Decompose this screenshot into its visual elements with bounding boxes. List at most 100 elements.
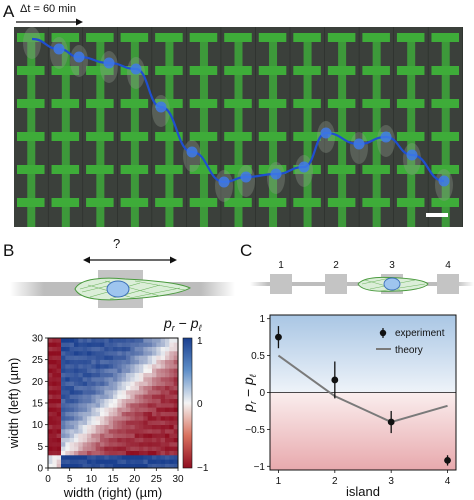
heatmap-cell bbox=[147, 346, 153, 352]
heatmap-cell bbox=[130, 429, 135, 434]
heatmap-cell bbox=[78, 407, 83, 412]
heatmap-cell bbox=[139, 442, 144, 447]
heatmap-cell bbox=[160, 455, 166, 460]
heatmap-xtick-label: 15 bbox=[107, 474, 119, 485]
pattern-island bbox=[17, 198, 45, 207]
heatmap-cell bbox=[156, 372, 161, 378]
pattern-island bbox=[362, 99, 390, 108]
pattern-island bbox=[362, 66, 390, 75]
heatmap-cell bbox=[160, 346, 166, 352]
heatmap-cell bbox=[126, 442, 131, 447]
heatmap-cell bbox=[173, 364, 179, 369]
heatmap-cell bbox=[117, 359, 122, 365]
heatmap-cell bbox=[156, 407, 161, 412]
heatmap-cell bbox=[169, 398, 174, 404]
experiment-series bbox=[275, 326, 451, 466]
pattern-bridge bbox=[165, 207, 174, 227]
heatmap-cell bbox=[74, 377, 79, 382]
heatmap-cell bbox=[61, 351, 66, 356]
heatmap-cell bbox=[169, 385, 174, 391]
heatmap-cell bbox=[156, 359, 161, 365]
heatmap-cell bbox=[82, 463, 88, 469]
heatmap-cell bbox=[104, 455, 109, 460]
pattern-island bbox=[224, 132, 252, 141]
heatmap-cell bbox=[160, 437, 166, 443]
heatmap-cell bbox=[69, 442, 75, 447]
heatmap-cell bbox=[126, 394, 131, 399]
pattern-island bbox=[258, 198, 287, 207]
heatmap-cell bbox=[117, 394, 122, 399]
heatmap-cell bbox=[169, 394, 174, 399]
heatmap-cell bbox=[108, 355, 114, 360]
heatmap-cell bbox=[165, 455, 170, 460]
heatmap-cell bbox=[56, 394, 62, 399]
heatmap-cell bbox=[61, 407, 66, 412]
heatmap-cell bbox=[126, 411, 131, 417]
heatmap-cell bbox=[56, 442, 62, 447]
heatmap-cell bbox=[143, 429, 148, 434]
heatmap-cell bbox=[147, 381, 153, 386]
heatmap-cell bbox=[152, 355, 157, 360]
heatmap-cell bbox=[82, 450, 88, 456]
heatmap-cell bbox=[87, 424, 92, 430]
heatmap-cell bbox=[169, 377, 174, 382]
heatmap-cell bbox=[87, 385, 92, 391]
heatmap-cell bbox=[87, 411, 92, 417]
heatmap-cell bbox=[173, 338, 179, 343]
heatmap-cell bbox=[78, 446, 83, 451]
heatmap-cell bbox=[139, 437, 144, 443]
heatmap-cell bbox=[130, 446, 135, 451]
nucleus-dot bbox=[130, 63, 142, 75]
heatmap-cell bbox=[91, 359, 96, 365]
heatmap-xtick-label: 0 bbox=[45, 474, 51, 485]
heatmap-cell bbox=[117, 377, 122, 382]
pattern-island bbox=[17, 132, 45, 141]
heatmap-cell bbox=[117, 442, 122, 447]
heatmap-cell bbox=[65, 424, 70, 430]
heatmap-cell bbox=[56, 459, 62, 464]
heatmap-cell bbox=[56, 342, 62, 347]
heatmap-cell bbox=[156, 403, 161, 408]
line-ytick-label: 0 bbox=[259, 388, 265, 399]
heatmap-cell bbox=[82, 429, 88, 434]
heatmap-cell bbox=[52, 403, 57, 408]
heatmap-cell bbox=[100, 407, 105, 412]
heatmap-cell bbox=[121, 394, 127, 399]
heatmap-cell bbox=[100, 394, 105, 399]
heatmap-cell bbox=[121, 338, 127, 343]
heatmap-cell bbox=[69, 424, 75, 430]
heatmap-cell bbox=[147, 416, 153, 421]
heatmap-cell bbox=[152, 442, 157, 447]
heatmap-cell bbox=[169, 342, 174, 347]
heatmap-cell bbox=[74, 338, 79, 343]
heatmap-cell bbox=[173, 420, 179, 425]
heatmap-cell bbox=[91, 368, 96, 373]
pattern-bridge bbox=[165, 75, 174, 99]
pattern-island bbox=[258, 132, 287, 141]
heatmap-cell bbox=[165, 420, 170, 425]
heatmap-cell bbox=[108, 455, 114, 460]
heatmap-cell bbox=[74, 390, 79, 395]
heatmap-cell bbox=[169, 364, 174, 369]
heatmap-cell bbox=[165, 463, 170, 469]
heatmap-cell bbox=[108, 433, 114, 438]
pattern-bridge bbox=[407, 108, 416, 132]
heatmap-cell bbox=[87, 372, 92, 378]
heatmap-cell bbox=[169, 416, 174, 421]
pattern-island bbox=[189, 165, 218, 174]
heatmap-cell bbox=[52, 433, 57, 438]
pattern-island bbox=[258, 33, 287, 42]
heatmap-cell bbox=[134, 342, 140, 347]
pattern-bridge bbox=[338, 42, 347, 66]
pattern-bridge bbox=[165, 141, 174, 165]
heatmap-cell bbox=[48, 346, 53, 352]
pattern-bridge bbox=[130, 108, 139, 132]
heatmap-cell bbox=[78, 355, 83, 360]
heatmap-cell bbox=[134, 394, 140, 399]
heatmap-cell bbox=[95, 381, 101, 386]
heatmap-cell bbox=[113, 459, 118, 464]
heatmap-cell bbox=[134, 411, 140, 417]
heatmap-cell bbox=[117, 398, 122, 404]
heatmap-cell bbox=[69, 385, 75, 391]
heatmap-cell bbox=[82, 446, 88, 451]
